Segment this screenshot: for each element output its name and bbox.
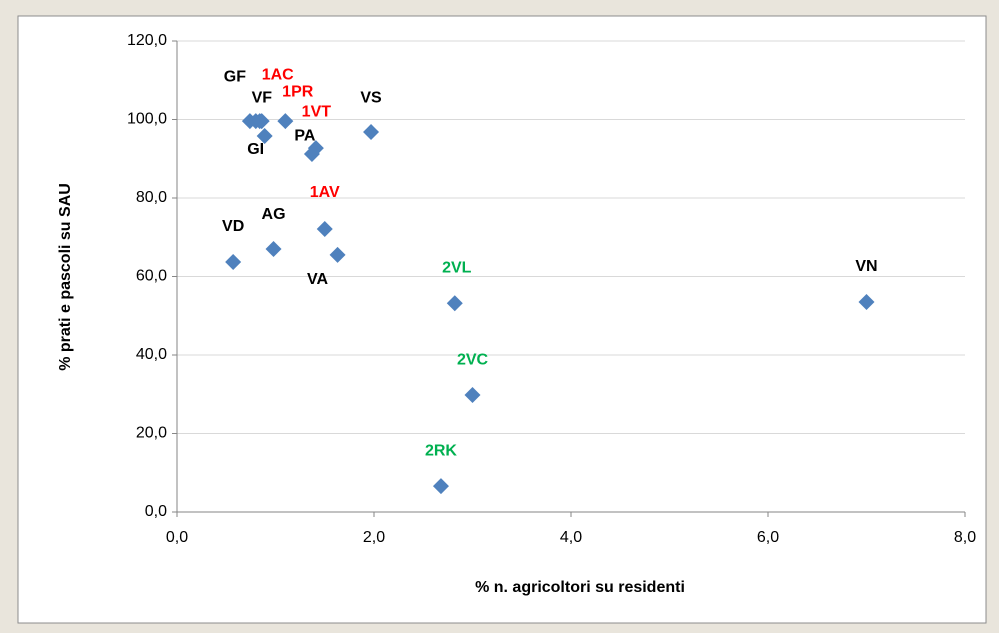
x-tick-label: 6,0 <box>757 529 779 546</box>
point-label: GI <box>247 141 264 158</box>
point-label: AG <box>262 206 286 223</box>
point <box>329 246 346 263</box>
point-label: VN <box>855 258 877 275</box>
point <box>858 294 875 311</box>
point-label: 2RK <box>425 442 457 459</box>
point-label: 2VC <box>457 351 489 368</box>
y-tick-label: 40,0 <box>136 346 167 363</box>
point <box>251 113 268 130</box>
point-label: VF <box>252 89 273 106</box>
y-axis-title: % prati e pascoli su SAU <box>57 183 74 371</box>
y-tick-label: 0,0 <box>145 503 167 520</box>
point-label: VA <box>307 271 328 288</box>
y-tick-label: 100,0 <box>127 111 167 128</box>
point-label: 1AV <box>310 184 340 201</box>
point <box>277 113 294 130</box>
point <box>446 295 463 312</box>
x-tick-label: 2,0 <box>363 529 385 546</box>
point-label: GF <box>224 68 246 85</box>
point <box>316 221 333 238</box>
x-tick-label: 0,0 <box>166 529 188 546</box>
point <box>363 124 380 141</box>
point-label: 1VT <box>302 103 332 120</box>
point-label: 1PR <box>282 83 314 100</box>
point-label: VD <box>222 218 244 235</box>
point <box>265 241 282 258</box>
point <box>464 387 481 404</box>
point-label: PA <box>294 127 315 144</box>
point <box>432 478 449 495</box>
x-tick-label: 4,0 <box>560 529 582 546</box>
point <box>256 127 273 144</box>
y-tick-label: 60,0 <box>136 268 167 285</box>
y-tick-label: 80,0 <box>136 189 167 206</box>
chart-frame <box>17 15 987 624</box>
y-tick-label: 20,0 <box>136 425 167 442</box>
y-tick-label: 120,0 <box>127 32 167 49</box>
x-axis-title: % n. agricoltori su residenti <box>475 579 685 596</box>
x-tick-label: 8,0 <box>954 529 976 546</box>
point <box>225 253 242 270</box>
point-label: 2VL <box>442 259 472 276</box>
point-label: 1AC <box>262 66 294 83</box>
point-label: VS <box>360 89 382 106</box>
point <box>303 146 320 163</box>
